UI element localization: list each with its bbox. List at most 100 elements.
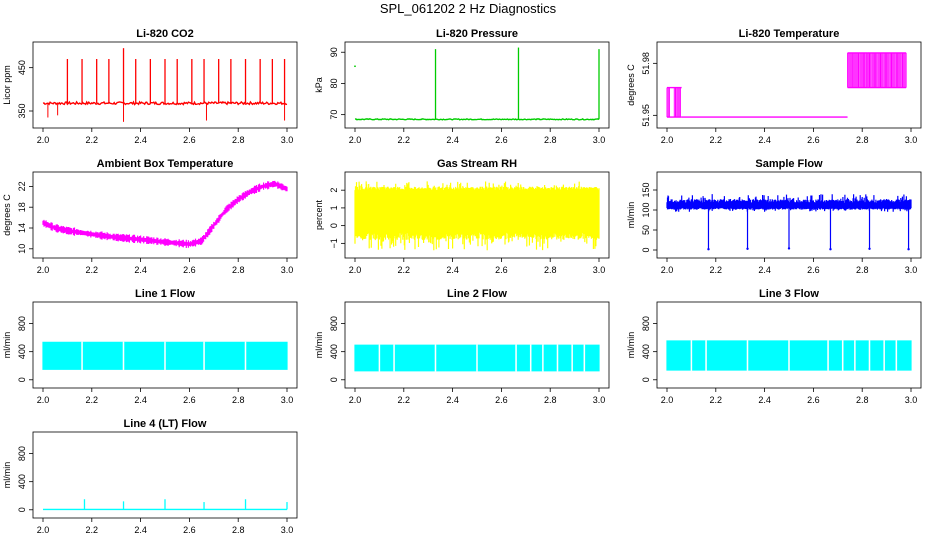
- x-tick-label: 2.0: [661, 135, 674, 145]
- y-tick-label: 14: [17, 223, 27, 233]
- x-tick-label: 3.0: [281, 395, 294, 405]
- y-axis-label: percent: [314, 199, 324, 230]
- y-tick-label: 0: [17, 507, 27, 512]
- x-tick-label: 2.2: [86, 395, 99, 405]
- panel-title: Line 2 Flow: [447, 288, 507, 300]
- y-tick-label: 18: [17, 202, 27, 212]
- series-point: [787, 247, 791, 250]
- panel-title: Li-820 Pressure: [436, 28, 518, 40]
- x-tick-label: 2.4: [446, 135, 459, 145]
- y-axis-label: ml/min: [626, 332, 636, 359]
- x-tick-label: 2.8: [856, 265, 869, 275]
- x-tick-label: 2.8: [856, 135, 869, 145]
- plot-frame: [32, 41, 298, 129]
- panel-title: Line 3 Flow: [759, 288, 819, 300]
- x-tick-label: 2.2: [710, 135, 723, 145]
- panel-1: Li-820 CO2 Licor ppm 2.0 2.2 2.4 2.6 2.8 3.0 350…: [2, 28, 298, 145]
- x-tick-label: 3.0: [593, 265, 606, 275]
- plot-area: [354, 47, 600, 121]
- x-tick-label: 3.0: [281, 135, 294, 145]
- x-tick-label: 2.2: [398, 135, 411, 145]
- x-tick-label: 2.6: [807, 395, 820, 405]
- x-tick-label: 2.2: [86, 525, 99, 535]
- x-tick-label: 3.0: [593, 395, 606, 405]
- y-tick-label: 0: [17, 377, 27, 382]
- panel-3: Li-820 Temperature degrees C 2.0 2.2 2.4 2.6 2…: [626, 28, 922, 145]
- plot-area: [354, 181, 600, 251]
- series-point: [746, 247, 749, 250]
- plot-area: [43, 499, 288, 511]
- x-tick-label: 2.4: [758, 265, 771, 275]
- x-tick-label: 2.6: [183, 265, 196, 275]
- x-tick-label: 2.0: [349, 265, 362, 275]
- y-tick-label: 22: [17, 181, 27, 191]
- series-band: [666, 340, 912, 371]
- plot-area: [666, 52, 907, 118]
- x-tick-label: 2.0: [349, 395, 362, 405]
- plot-area: [666, 340, 912, 371]
- plot-frame: [344, 41, 610, 129]
- x-tick-label: 2.0: [661, 265, 674, 275]
- y-axis-label: Licor ppm: [2, 65, 12, 105]
- x-tick-label: 2.6: [495, 135, 508, 145]
- y-tick-label: 80: [329, 78, 339, 88]
- series-point: [707, 248, 710, 251]
- x-tick-label: 2.6: [183, 395, 196, 405]
- y-tick-label: 400: [329, 344, 339, 359]
- series-band: [42, 341, 288, 370]
- plot-frame: [32, 431, 298, 519]
- series-point: [829, 248, 832, 251]
- y-tick-label: 150: [641, 182, 651, 197]
- y-tick-label: 800: [17, 446, 27, 461]
- x-tick-label: 2.6: [495, 265, 508, 275]
- y-axis-label: degrees C: [626, 64, 636, 106]
- x-tick-label: 2.2: [710, 395, 723, 405]
- x-tick-label: 2.4: [758, 395, 771, 405]
- x-tick-label: 3.0: [905, 265, 918, 275]
- x-tick-label: 2.8: [544, 265, 557, 275]
- y-axis-label: ml/min: [2, 462, 12, 489]
- panel-2: Li-820 Pressure kPa 2.0 2.2 2.4 2.6 2.8 3.0 70 80…: [314, 28, 610, 145]
- y-tick-label: 0: [641, 377, 651, 382]
- x-tick-label: 2.6: [183, 135, 196, 145]
- x-tick-label: 3.0: [281, 525, 294, 535]
- x-tick-label: 2.0: [37, 395, 50, 405]
- plot-area: [666, 194, 912, 251]
- plot-area: [354, 344, 600, 372]
- plot-area: [42, 180, 288, 248]
- y-tick-label: 2: [329, 188, 339, 193]
- x-tick-label: 2.2: [398, 265, 411, 275]
- panel-title: Line 1 Flow: [135, 288, 195, 300]
- plot-frame: [32, 171, 298, 259]
- panel-title: Li-820 CO2: [136, 28, 193, 40]
- series-point: [907, 248, 910, 251]
- panel-title: Sample Flow: [755, 158, 823, 170]
- plot-area: [42, 48, 288, 122]
- y-tick-label: 50: [641, 225, 651, 235]
- x-tick-label: 3.0: [281, 265, 294, 275]
- plot-frame: [32, 301, 298, 389]
- panel-title: Ambient Box Temperature: [97, 158, 234, 170]
- x-tick-label: 2.8: [544, 395, 557, 405]
- x-tick-label: 2.4: [446, 395, 459, 405]
- panel-5: Gas Stream RH percent 2.0 2.2 2.4 2.6 2.8 3.0 −1…: [314, 158, 610, 275]
- y-tick-label: −1: [329, 238, 339, 248]
- y-tick-label: 0: [641, 247, 651, 252]
- y-tick-label: 1: [329, 205, 339, 210]
- x-tick-label: 2.2: [710, 265, 723, 275]
- panel-8: Line 2 Flow ml/min 2.0 2.2 2.4 2.6 2.8 3.0 0 400 8…: [314, 288, 610, 405]
- plot-frame: [344, 301, 610, 389]
- x-tick-label: 2.8: [232, 265, 245, 275]
- plot-area: [42, 341, 288, 370]
- y-tick-label: 100: [641, 202, 651, 217]
- x-tick-label: 3.0: [593, 135, 606, 145]
- panel-9: Line 3 Flow ml/min 2.0 2.2 2.4 2.6 2.8 3.0 0 400 8…: [626, 288, 922, 405]
- x-tick-label: 2.2: [398, 395, 411, 405]
- x-tick-label: 2.4: [446, 265, 459, 275]
- y-tick-label: 400: [641, 344, 651, 359]
- x-tick-label: 2.8: [856, 395, 869, 405]
- y-axis-label: ml/min: [2, 332, 12, 359]
- panel-title: Line 4 (LT) Flow: [124, 418, 207, 430]
- x-tick-label: 2.0: [37, 135, 50, 145]
